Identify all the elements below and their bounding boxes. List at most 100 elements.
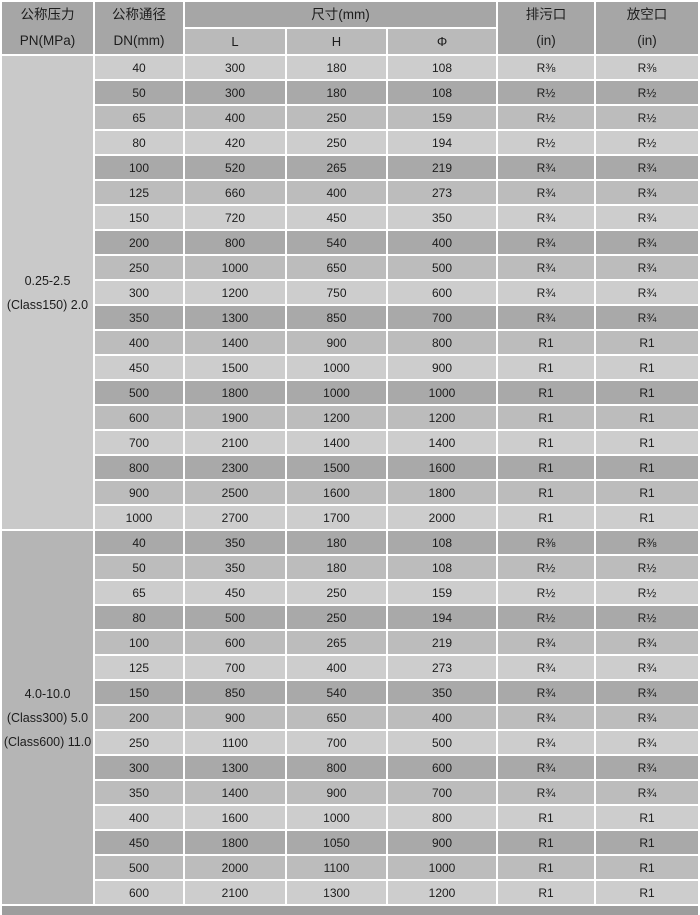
cell-phi: 194: [388, 131, 496, 154]
cell-drain: R1: [498, 506, 594, 529]
pn-label-line: (Class150) 2.0: [6, 297, 89, 312]
cell-h: 180: [287, 81, 386, 104]
cell-drain: R1: [498, 831, 594, 854]
cell-vent: R⅜: [596, 531, 698, 554]
cell-l: 2500: [185, 481, 285, 504]
cell-phi: 1000: [388, 381, 496, 404]
cell-phi: 1200: [388, 406, 496, 429]
cell-phi: 1400: [388, 431, 496, 454]
cell-phi: 700: [388, 781, 496, 804]
cell-h: 900: [287, 781, 386, 804]
cell-vent: R¾: [596, 756, 698, 779]
cell-dn: 450: [95, 831, 183, 854]
cell-l: 520: [185, 156, 285, 179]
cell-phi: 600: [388, 756, 496, 779]
cell-h: 400: [287, 656, 386, 679]
cell-dn: 125: [95, 656, 183, 679]
cell-phi: 194: [388, 606, 496, 629]
cell-vent: R⅜: [596, 56, 698, 79]
cell-phi: 108: [388, 531, 496, 554]
cell-phi: 900: [388, 831, 496, 854]
cell-phi: 108: [388, 56, 496, 79]
cell-vent: R¾: [596, 731, 698, 754]
cell-vent: R1: [596, 331, 698, 354]
cell-vent: R¾: [596, 256, 698, 279]
cell-dn: 350: [95, 781, 183, 804]
cell-drain: R¾: [498, 206, 594, 229]
cell-dn: 40: [95, 531, 183, 554]
cell-h: 540: [287, 231, 386, 254]
cell-vent: R½: [596, 581, 698, 604]
cell-dn: 400: [95, 806, 183, 829]
cell-drain: R⅜: [498, 56, 594, 79]
cell-dn: 125: [95, 181, 183, 204]
cell-drain: R1: [498, 381, 594, 404]
cell-h: 650: [287, 706, 386, 729]
cell-phi: 500: [388, 731, 496, 754]
header-drain-port-cn: 排污口: [525, 7, 567, 23]
cell-h: 1600: [287, 481, 386, 504]
cell-drain: R¾: [498, 731, 594, 754]
cell-h: 1100: [287, 856, 386, 879]
cell-h: 265: [287, 156, 386, 179]
cell-l: 900: [185, 706, 285, 729]
cell-l: 800: [185, 231, 285, 254]
cell-h: 1000: [287, 806, 386, 829]
cell-h: 180: [287, 56, 386, 79]
pn-label-line: (Class600) 11.0: [3, 734, 92, 749]
cell-drain: R¾: [498, 656, 594, 679]
cell-drain: R⅜: [498, 531, 594, 554]
cell-phi: 350: [388, 681, 496, 704]
cell-h: 250: [287, 581, 386, 604]
cell-phi: 1200: [388, 881, 496, 904]
cell-h: 900: [287, 331, 386, 354]
cell-phi: 600: [388, 281, 496, 304]
cell-dn: 50: [95, 81, 183, 104]
cell-dn: 100: [95, 631, 183, 654]
cell-l: 600: [185, 631, 285, 654]
cell-drain: R½: [498, 106, 594, 129]
cell-drain: R¾: [498, 681, 594, 704]
cell-dn: 250: [95, 256, 183, 279]
cell-drain: R½: [498, 581, 594, 604]
cell-vent: R¾: [596, 181, 698, 204]
cell-h: 180: [287, 531, 386, 554]
cell-dn: 50: [95, 556, 183, 579]
cell-drain: R¾: [498, 231, 594, 254]
cell-drain: R½: [498, 556, 594, 579]
cell-dn: 200: [95, 706, 183, 729]
header-vent-port-unit: (in): [637, 33, 657, 49]
cell-h: 1400: [287, 431, 386, 454]
cell-l: 1300: [185, 756, 285, 779]
cell-l: 2100: [185, 881, 285, 904]
cell-l: 400: [185, 106, 285, 129]
cell-h: 1050: [287, 831, 386, 854]
bottom-cutoff-strip: [2, 906, 698, 915]
cell-phi: 700: [388, 306, 496, 329]
cell-dn: 250: [95, 731, 183, 754]
cell-vent: R1: [596, 381, 698, 404]
cell-dn: 700: [95, 431, 183, 454]
cell-h: 250: [287, 606, 386, 629]
cell-h: 1000: [287, 356, 386, 379]
cell-l: 2300: [185, 456, 285, 479]
cell-l: 1900: [185, 406, 285, 429]
subheader-height: H: [287, 29, 386, 54]
cell-l: 350: [185, 556, 285, 579]
header-nominal-pressure: 公称压力 PN(MPa): [2, 2, 93, 54]
cell-h: 265: [287, 631, 386, 654]
cell-dn: 65: [95, 106, 183, 129]
header-nominal-diameter-cn: 公称通径: [112, 7, 166, 23]
cell-drain: R½: [498, 131, 594, 154]
cell-vent: R¾: [596, 681, 698, 704]
cell-dn: 65: [95, 581, 183, 604]
cell-h: 400: [287, 181, 386, 204]
pn-section-2-label: 4.0-10.0 (Class300) 5.0 (Class600) 11.0: [2, 531, 93, 904]
cell-dn: 400: [95, 331, 183, 354]
cell-h: 1500: [287, 456, 386, 479]
cell-drain: R1: [498, 406, 594, 429]
header-nominal-pressure-cn: 公称压力: [20, 7, 75, 23]
cell-vent: R1: [596, 506, 698, 529]
cell-l: 2100: [185, 431, 285, 454]
